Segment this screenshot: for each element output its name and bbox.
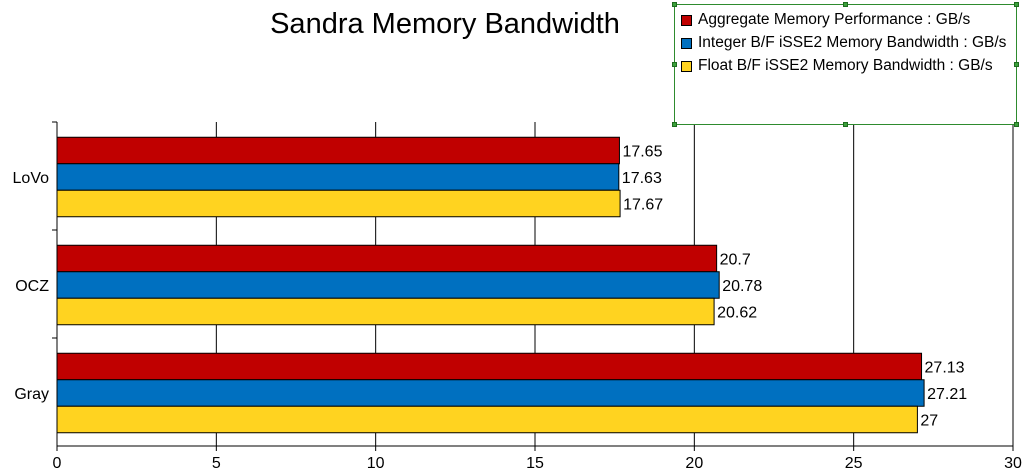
y-category-label: Gray: [14, 386, 49, 403]
data-label: 27: [920, 413, 938, 430]
legend-swatch-integer: [681, 38, 692, 49]
x-tick-label: 25: [845, 455, 863, 472]
bar[interactable]: [56, 244, 718, 273]
data-label: 20.7: [720, 252, 751, 269]
bar[interactable]: [56, 297, 715, 326]
x-tick-label: 20: [685, 455, 703, 472]
legend-handle-tc[interactable]: [843, 2, 848, 7]
legend-handle-bc[interactable]: [843, 122, 848, 127]
bar[interactable]: [56, 405, 918, 434]
legend-handle-tr[interactable]: [1014, 2, 1019, 7]
legend-handle-mr[interactable]: [1014, 62, 1019, 67]
legend-handle-tl[interactable]: [672, 2, 677, 7]
bar[interactable]: [56, 271, 720, 299]
legend[interactable]: Aggregate Memory Performance : GB/s Inte…: [674, 4, 1017, 125]
legend-swatch-aggregate: [681, 15, 692, 26]
legend-handle-br[interactable]: [1014, 122, 1019, 127]
data-label: 20.78: [722, 278, 762, 295]
legend-item-aggregate: Aggregate Memory Performance : GB/s: [681, 9, 1010, 31]
legend-label-integer: Integer B/F iSSE2 Memory Bandwidth : GB/…: [698, 34, 1007, 51]
x-tick-label: 30: [1004, 455, 1022, 472]
legend-item-float: Float B/F iSSE2 Memory Bandwidth : GB/s: [681, 55, 1010, 77]
chart-title: Sandra Memory Bandwidth: [270, 8, 620, 40]
data-label: 20.62: [717, 305, 757, 322]
x-tick-label: 15: [526, 455, 544, 472]
legend-handle-bl[interactable]: [672, 122, 677, 127]
data-label: 27.13: [925, 360, 965, 377]
data-label: 17.65: [622, 144, 662, 161]
bar[interactable]: [56, 163, 620, 191]
legend-handle-ml[interactable]: [672, 62, 677, 67]
bar[interactable]: [56, 352, 923, 381]
y-category-label: LoVo: [13, 170, 50, 187]
bar[interactable]: [56, 189, 621, 218]
x-tick-label: 0: [53, 455, 62, 472]
legend-item-integer: Integer B/F iSSE2 Memory Bandwidth : GB/…: [681, 32, 1010, 54]
bar[interactable]: [56, 379, 925, 407]
legend-label-float: Float B/F iSSE2 Memory Bandwidth : GB/s: [698, 57, 993, 74]
data-label: 17.63: [622, 170, 662, 187]
legend-label-aggregate: Aggregate Memory Performance : GB/s: [698, 11, 971, 28]
x-tick-label: 5: [212, 455, 221, 472]
legend-swatch-float: [681, 61, 692, 72]
data-label: 27.21: [927, 386, 967, 403]
x-tick-label: 10: [367, 455, 385, 472]
data-label: 17.67: [623, 197, 663, 214]
y-category-label: OCZ: [15, 278, 49, 295]
bar[interactable]: [56, 136, 620, 165]
